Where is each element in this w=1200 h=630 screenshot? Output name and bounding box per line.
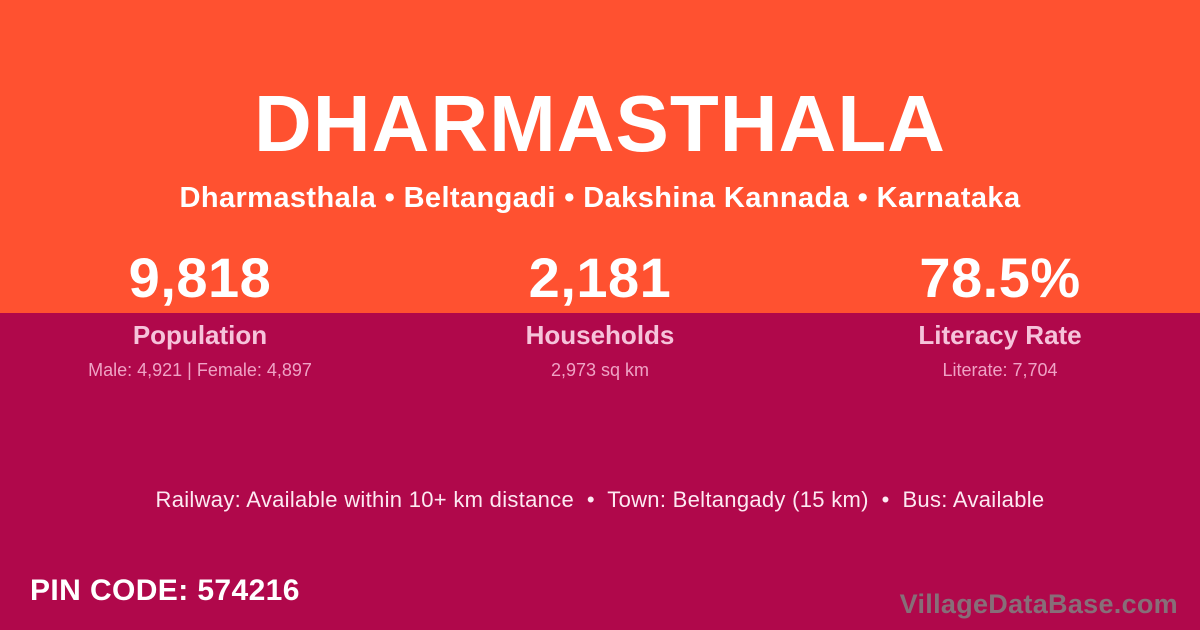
- literacy-label: Literacy Rate: [918, 320, 1082, 350]
- households-label: Households: [525, 320, 675, 350]
- page-title: DHARMASTHALA: [254, 79, 946, 168]
- stat-population: 9,818 Population Male: 4,921 | Female: 4…: [0, 250, 400, 382]
- literacy-detail: Literate: 7,704: [942, 360, 1058, 381]
- population-value: 9,818: [128, 246, 272, 309]
- watermark-brand: VillageDataBase.com: [899, 589, 1178, 619]
- stat-households: 2,181 Households 2,973 sq km: [400, 250, 800, 382]
- stats-row: 9,818 Population Male: 4,921 | Female: 4…: [0, 250, 1200, 382]
- stat-literacy-rate: 78.5% Literacy Rate Literate: 7,704: [800, 250, 1200, 382]
- literacy-value: 78.5%: [919, 246, 1081, 309]
- amenities-info-line: Railway: Available within 10+ km distanc…: [155, 487, 1045, 512]
- population-label: Population: [132, 320, 268, 350]
- location-breadcrumb: Dharmasthala • Beltangadi • Dakshina Kan…: [179, 182, 1021, 214]
- pin-code: PIN CODE: 574216: [30, 574, 300, 607]
- households-value: 2,181: [528, 246, 672, 309]
- population-detail: Male: 4,921 | Female: 4,897: [88, 360, 312, 381]
- households-detail: 2,973 sq km: [550, 360, 650, 381]
- orange-header-band: [0, 0, 1200, 313]
